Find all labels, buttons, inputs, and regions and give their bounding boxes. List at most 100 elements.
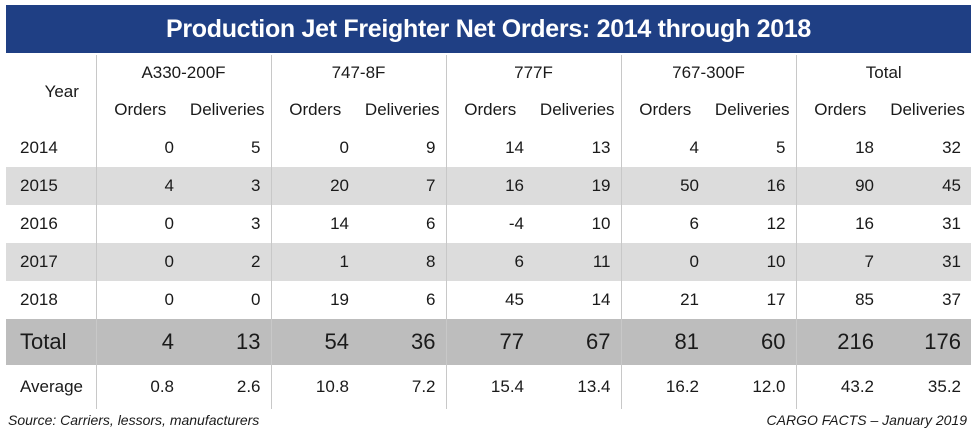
table-cell: 20 — [270, 167, 359, 205]
subcolumn-header: Deliveries — [714, 100, 790, 119]
table-cell: 85 — [795, 281, 884, 319]
year-header: Year — [44, 82, 79, 101]
row-label: 2014 — [20, 138, 58, 157]
subcolumn-header-row: Orders Deliveries Orders Deliveries Orde… — [6, 91, 971, 129]
table-cell: 14 — [591, 290, 611, 309]
table-cell: 8 — [359, 243, 446, 281]
table-cell: 50 — [620, 167, 709, 205]
table-cell: 13.4 — [577, 377, 611, 396]
table-cell: 4 — [95, 319, 184, 365]
table-cell: 9 — [426, 138, 436, 157]
table-cell: 6 — [620, 205, 709, 243]
table-cell: 13 — [184, 319, 271, 365]
table-cell: 5 — [251, 138, 261, 157]
table-cell: 0 — [95, 281, 184, 319]
table-cell: 10.8 — [270, 365, 359, 409]
group-header-row: Year A330-200F 747-8F 777F 767-300F Tota… — [6, 55, 972, 101]
table-cell: 7 — [359, 167, 446, 205]
table-cell: 12.0 — [752, 377, 786, 396]
subcolumn-header: Orders — [620, 91, 709, 129]
table-row: 2016 0 3 14 6 -4 10 6 12 16 31 — [6, 205, 971, 243]
table-cell: 16 — [445, 167, 534, 205]
table-cell: 36 — [359, 319, 446, 365]
table-cell: 67 — [534, 319, 621, 365]
table-cell: 176 — [884, 319, 972, 365]
table-cell: 31 — [942, 214, 962, 233]
group-header: 777F — [445, 55, 621, 91]
table-cell: 14 — [445, 129, 534, 167]
table-cell: 32 — [942, 138, 962, 157]
table-cell: 13 — [591, 138, 611, 157]
subcolumn-header: Deliveries — [890, 100, 965, 119]
table-cell: 15.4 — [445, 365, 534, 409]
table-cell: 16.2 — [620, 365, 709, 409]
subcolumn-header: Orders — [95, 91, 184, 129]
table-cell: 45 — [445, 281, 534, 319]
row-label: 2015 — [6, 167, 96, 205]
table-cell: 14 — [270, 205, 359, 243]
subcolumn-header: Orders — [795, 91, 884, 129]
table-cell: 5 — [776, 138, 786, 157]
table-cell: 3 — [184, 167, 271, 205]
table-cell: 0.8 — [95, 365, 184, 409]
row-label: Average — [20, 377, 84, 396]
table-cell: 21 — [620, 281, 709, 319]
table-cell: 4 — [620, 129, 709, 167]
table-cell: 54 — [270, 319, 359, 365]
table-cell: 37 — [942, 290, 962, 309]
table-cell: 0 — [95, 129, 184, 167]
row-label: Total — [6, 319, 96, 365]
table-cell: 6 — [445, 243, 534, 281]
table-title: Production Jet Freighter Net Orders: 201… — [6, 5, 971, 53]
table-cell: 90 — [795, 167, 884, 205]
source-note: Source: Carriers, lessors, manufacturers — [8, 412, 260, 428]
table-cell: 4 — [95, 167, 184, 205]
subcolumn-header: Orders — [445, 91, 534, 129]
table-cell: -4 — [445, 205, 534, 243]
group-header: 747-8F — [270, 55, 446, 91]
table-row: 2014 0 5 0 9 14 13 4 5 18 32 — [6, 129, 971, 167]
subcolumn-header: Orders — [270, 91, 359, 129]
table-cell: 0 — [251, 290, 261, 309]
table-cell: 7.2 — [411, 377, 436, 396]
table-cell: 216 — [795, 319, 884, 365]
group-header: Total — [795, 55, 972, 91]
table-row: 2018 0 0 19 6 45 14 21 17 85 37 — [6, 281, 971, 319]
subcolumn-header: Deliveries — [189, 100, 265, 119]
orders-table: Year A330-200F 747-8F 777F 767-300F Tota… — [6, 55, 972, 409]
credit-note: CARGO FACTS – January 2019 — [766, 412, 967, 428]
table-row: 2015 4 3 20 7 16 19 50 16 90 45 — [6, 167, 972, 205]
table-cell: 16 — [709, 167, 796, 205]
table-cell: 18 — [795, 129, 884, 167]
subcolumn-header: Deliveries — [539, 100, 615, 119]
row-label: 2018 — [20, 290, 58, 309]
table-cell: 0 — [95, 243, 184, 281]
table-row: 2017 0 2 1 8 6 11 0 10 7 31 — [6, 243, 972, 281]
row-label: 2016 — [20, 214, 58, 233]
table-cell: 2.6 — [236, 377, 261, 396]
table-cell: 17 — [766, 290, 786, 309]
table-cell: 43.2 — [795, 365, 884, 409]
table-cell: 7 — [795, 243, 884, 281]
table-cell: 19 — [534, 167, 621, 205]
table-cell: 6 — [426, 214, 436, 233]
table-cell: 3 — [251, 214, 261, 233]
total-row: Total 4 13 54 36 77 67 81 60 216 176 — [6, 319, 972, 365]
table-cell: 31 — [884, 243, 972, 281]
subcolumn-header: Deliveries — [364, 100, 440, 119]
table-cell: 16 — [795, 205, 884, 243]
table-cell: 0 — [620, 243, 709, 281]
table-cell: 11 — [534, 243, 621, 281]
table-cell: 2 — [184, 243, 271, 281]
group-header: 767-300F — [620, 55, 796, 91]
table-cell: 60 — [709, 319, 796, 365]
table-cell: 1 — [270, 243, 359, 281]
table-cell: 81 — [620, 319, 709, 365]
table-cell: 0 — [270, 129, 359, 167]
table-cell: 10 — [591, 214, 611, 233]
group-header: A330-200F — [95, 55, 271, 91]
table-cell: 12 — [766, 214, 786, 233]
table-cell: 35.2 — [927, 377, 962, 396]
table-cell: 19 — [270, 281, 359, 319]
table-cell: 77 — [445, 319, 534, 365]
